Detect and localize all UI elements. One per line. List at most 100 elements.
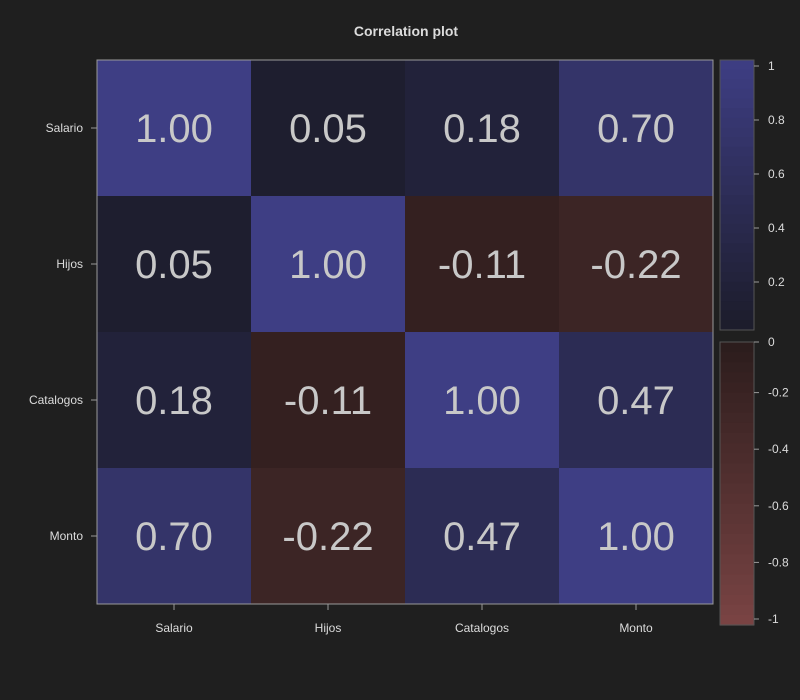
- colorbar-segment: [720, 402, 754, 414]
- heatmap-cell: [251, 332, 405, 468]
- cell-value-label: -0.11: [284, 379, 372, 423]
- cell-value-label: 0.70: [135, 515, 213, 559]
- cell-value-label: 1.00: [443, 379, 521, 423]
- colorbar-segment: [720, 372, 754, 384]
- cell-value-label: 1.00: [289, 243, 367, 287]
- colorbar-tick-label: 0.8: [768, 113, 785, 127]
- heatmap-cell: [251, 196, 405, 332]
- colorbar-segment: [720, 534, 754, 545]
- heatmap-cell: [559, 332, 713, 468]
- heatmap-cell: [97, 60, 251, 196]
- colorbar-segment: [720, 117, 754, 129]
- colorbar-tick-label: -0.4: [768, 442, 789, 456]
- cell-value-label: 0.05: [289, 107, 367, 151]
- x-tick-label: Catalogos: [455, 621, 509, 635]
- colorbar-segment: [720, 604, 754, 616]
- colorbar-segment: [720, 185, 754, 196]
- colorbar-segment: [720, 272, 754, 283]
- x-tick-label: Monto: [619, 621, 653, 635]
- cell-value-label: -0.22: [590, 243, 681, 287]
- colorbar-tick-label: -0.8: [768, 555, 789, 569]
- colorbar-segment: [720, 301, 754, 312]
- colorbar-segment: [720, 574, 754, 586]
- colorbar-segment: [720, 382, 754, 394]
- colorbar-positive-border: [719, 59, 755, 331]
- colorbar-segment: [720, 432, 754, 444]
- colorbar-tick-label: -0.6: [768, 499, 789, 513]
- colorbar-segment: [720, 166, 754, 177]
- cell-value-label: 0.47: [597, 379, 675, 423]
- cell-value-label: -0.22: [282, 515, 373, 559]
- heatmap-cell: [559, 196, 713, 332]
- colorbar-segment: [720, 175, 754, 186]
- heatmap-cell: [405, 196, 559, 332]
- colorbar-segment: [720, 320, 754, 331]
- colorbar-segment: [720, 503, 754, 515]
- heatmap-cell: [251, 60, 405, 196]
- colorbar-tick-label: 0.2: [768, 275, 785, 289]
- cell-value-label: 0.47: [443, 515, 521, 559]
- colorbar-segment: [720, 554, 754, 565]
- colorbar-segment: [720, 392, 754, 404]
- colorbar: 1 0.8 0.6 0.4 0.2 0 -0.2 -0.4 -0.6 -0.8 -1: [719, 59, 789, 626]
- y-tick-label: Salario: [46, 121, 84, 135]
- cell-value-label: -0.11: [438, 243, 526, 287]
- colorbar-segment: [720, 223, 754, 235]
- colorbar-segment: [720, 127, 754, 138]
- colorbar-segment: [720, 523, 754, 535]
- heatmap-cell: [405, 332, 559, 468]
- colorbar-segment: [720, 473, 754, 485]
- heatmap-cells: [96, 59, 714, 605]
- colorbar-segment: [720, 584, 754, 596]
- heatmap-cell-labels: 1.00 0.05 0.18 0.70 0.05 1.00 -0.11 -0.22 0.18 -0…: [135, 107, 682, 559]
- colorbar-tick-label: -0.2: [768, 386, 789, 400]
- y-tick-label: Hijos: [56, 257, 83, 271]
- heatmap-cell: [559, 60, 713, 196]
- colorbar-segment: [720, 493, 754, 505]
- cell-value-label: 0.18: [135, 379, 213, 423]
- x-axis: Salario Hijos Catalogos Monto: [155, 604, 653, 635]
- y-tick-label: Catalogos: [29, 393, 83, 407]
- colorbar-segment: [720, 204, 754, 215]
- x-tick-label: Hijos: [315, 621, 342, 635]
- colorbar-segment: [720, 453, 754, 464]
- colorbar-segment: [720, 594, 754, 606]
- heatmap-cell: [97, 196, 251, 332]
- colorbar-segment: [720, 137, 754, 148]
- colorbar-segment: [720, 281, 754, 293]
- colorbar-segment: [720, 310, 754, 321]
- colorbar-segment: [720, 513, 754, 525]
- colorbar-segment: [720, 156, 754, 167]
- colorbar-segment: [720, 422, 754, 434]
- colorbar-segment: [720, 214, 754, 225]
- y-tick-label: Monto: [50, 529, 84, 543]
- cell-value-label: 0.18: [443, 107, 521, 151]
- colorbar-negative-border: [719, 341, 755, 626]
- heatmap-cell: [97, 332, 251, 468]
- colorbar-segment: [720, 463, 754, 474]
- cell-value-label: 1.00: [597, 515, 675, 559]
- heatmap-cell: [97, 468, 251, 604]
- colorbar-segment: [720, 483, 754, 495]
- heatmap-cell: [405, 468, 559, 604]
- colorbar-segment: [720, 195, 754, 206]
- colorbar-segment: [720, 362, 754, 373]
- colorbar-segment: [720, 564, 754, 576]
- colorbar-tick-label: 0: [768, 335, 775, 349]
- colorbar-tick-label: 0.6: [768, 167, 785, 181]
- heatmap-cell: [559, 468, 713, 604]
- colorbar-segment: [720, 88, 754, 100]
- colorbar-segment: [720, 243, 754, 254]
- colorbar-segment: [720, 233, 754, 244]
- x-tick-label: Salario: [155, 621, 193, 635]
- heatmap-cell: [251, 468, 405, 604]
- cell-value-label: 1.00: [135, 107, 213, 151]
- colorbar-segment: [720, 146, 754, 158]
- colorbar-segment: [720, 342, 754, 353]
- colorbar-segment: [720, 69, 754, 80]
- heatmap-cell: [405, 60, 559, 196]
- cell-value-label: 0.05: [135, 243, 213, 287]
- colorbar-segment: [720, 412, 754, 424]
- colorbar-segment: [720, 252, 754, 264]
